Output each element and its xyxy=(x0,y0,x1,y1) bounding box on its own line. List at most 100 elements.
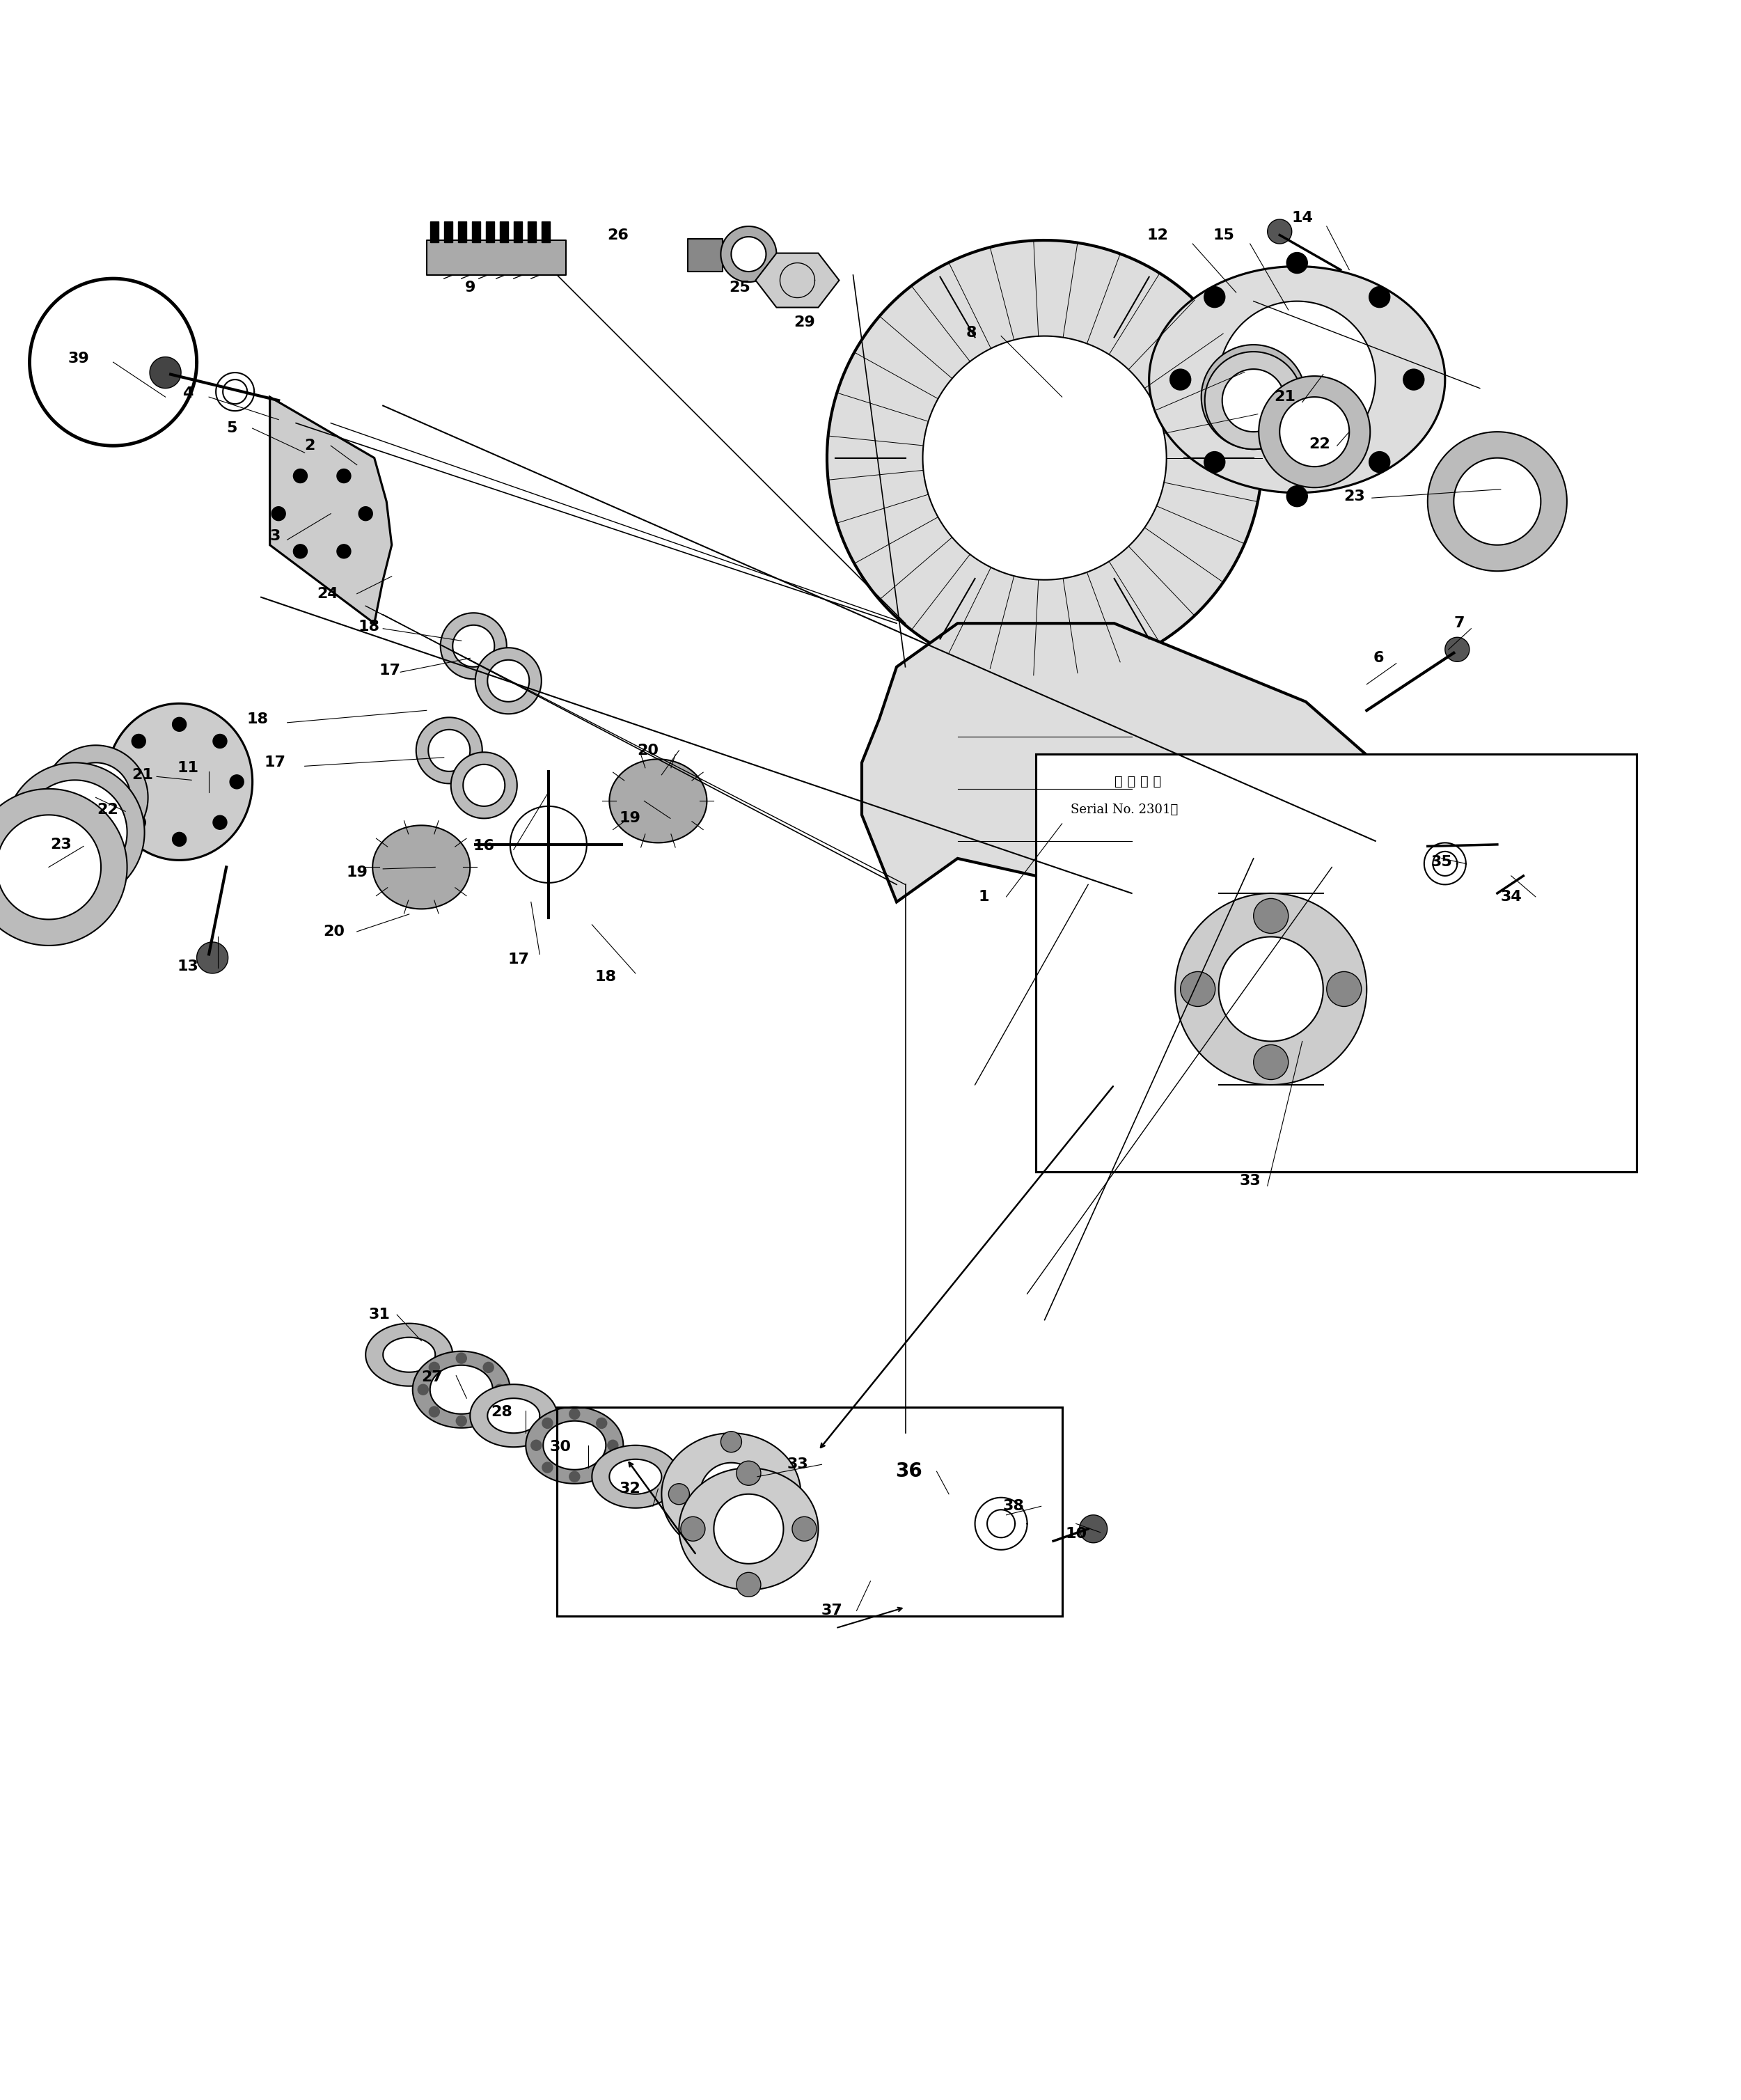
Text: Serial No. 2301～: Serial No. 2301～ xyxy=(1071,804,1179,817)
Polygon shape xyxy=(679,1468,818,1590)
Polygon shape xyxy=(714,1493,783,1564)
Text: 3: 3 xyxy=(270,529,280,544)
Text: 10: 10 xyxy=(1065,1527,1086,1541)
Circle shape xyxy=(428,1363,439,1373)
Polygon shape xyxy=(756,254,839,307)
Polygon shape xyxy=(609,760,707,842)
Polygon shape xyxy=(1428,433,1567,571)
Circle shape xyxy=(115,775,129,790)
Bar xyxy=(528,220,536,242)
Circle shape xyxy=(172,832,186,846)
Text: 23: 23 xyxy=(1344,489,1365,504)
Polygon shape xyxy=(366,1323,453,1386)
Polygon shape xyxy=(0,815,101,920)
Polygon shape xyxy=(923,336,1166,580)
Text: 33: 33 xyxy=(787,1457,808,1472)
Bar xyxy=(541,220,550,242)
Polygon shape xyxy=(1222,370,1285,433)
Polygon shape xyxy=(453,626,494,668)
Text: 12: 12 xyxy=(1147,229,1168,241)
Circle shape xyxy=(292,468,308,483)
Polygon shape xyxy=(150,357,181,388)
Text: 5: 5 xyxy=(226,422,237,435)
Text: 17: 17 xyxy=(508,953,529,966)
Circle shape xyxy=(1368,451,1389,472)
Circle shape xyxy=(484,1363,494,1373)
Circle shape xyxy=(597,1462,608,1472)
Polygon shape xyxy=(700,1464,763,1525)
Polygon shape xyxy=(44,745,148,850)
Polygon shape xyxy=(383,1338,435,1371)
Circle shape xyxy=(1327,972,1361,1006)
Circle shape xyxy=(132,815,146,830)
Circle shape xyxy=(1180,972,1215,1006)
Circle shape xyxy=(608,1441,618,1451)
Polygon shape xyxy=(731,237,766,271)
Text: 33: 33 xyxy=(1240,1174,1260,1189)
Circle shape xyxy=(1254,899,1288,932)
Polygon shape xyxy=(721,227,776,281)
Circle shape xyxy=(681,1516,705,1541)
Text: 36: 36 xyxy=(895,1462,923,1481)
Text: 28: 28 xyxy=(491,1405,512,1420)
Text: 21: 21 xyxy=(132,769,153,781)
Polygon shape xyxy=(61,762,131,832)
Text: 20: 20 xyxy=(637,743,658,758)
Text: 1: 1 xyxy=(978,890,989,903)
Text: 29: 29 xyxy=(794,315,815,330)
Circle shape xyxy=(1254,1046,1288,1079)
Polygon shape xyxy=(106,704,252,861)
Circle shape xyxy=(773,1483,794,1504)
Bar xyxy=(557,1407,1062,1617)
Circle shape xyxy=(359,506,373,521)
Polygon shape xyxy=(5,762,145,903)
Circle shape xyxy=(1205,286,1226,307)
Circle shape xyxy=(792,1516,817,1541)
Polygon shape xyxy=(0,790,127,945)
Text: 16: 16 xyxy=(474,840,494,853)
Text: 32: 32 xyxy=(620,1483,641,1495)
Bar xyxy=(1036,754,1637,1172)
Text: 13: 13 xyxy=(178,960,198,974)
Text: 11: 11 xyxy=(178,760,198,775)
Polygon shape xyxy=(1259,376,1370,487)
Circle shape xyxy=(1287,252,1307,273)
Polygon shape xyxy=(373,825,470,909)
Polygon shape xyxy=(609,1460,662,1493)
Text: 30: 30 xyxy=(550,1441,571,1453)
Text: 26: 26 xyxy=(608,229,629,241)
Polygon shape xyxy=(463,764,505,806)
Text: 適 用 号 機: 適 用 号 機 xyxy=(1114,775,1161,788)
Circle shape xyxy=(292,544,306,559)
Text: 14: 14 xyxy=(1292,210,1313,225)
Text: 21: 21 xyxy=(1274,391,1295,403)
Bar xyxy=(472,220,481,242)
Bar xyxy=(430,220,439,242)
Polygon shape xyxy=(470,1384,557,1447)
Text: 20: 20 xyxy=(324,924,345,939)
Text: 18: 18 xyxy=(359,619,380,634)
Circle shape xyxy=(1368,286,1389,307)
Circle shape xyxy=(1403,370,1424,391)
Bar xyxy=(444,220,453,242)
Text: 7: 7 xyxy=(1454,617,1464,630)
Circle shape xyxy=(569,1409,580,1420)
Text: 39: 39 xyxy=(68,351,89,365)
Circle shape xyxy=(669,1483,689,1504)
Circle shape xyxy=(494,1384,505,1394)
Text: 9: 9 xyxy=(465,279,475,294)
Text: 23: 23 xyxy=(50,838,71,850)
Text: 38: 38 xyxy=(1003,1499,1024,1514)
Polygon shape xyxy=(440,613,507,678)
Text: 37: 37 xyxy=(822,1604,843,1617)
Text: 22: 22 xyxy=(97,802,118,817)
Polygon shape xyxy=(416,718,482,783)
Circle shape xyxy=(484,1407,494,1418)
Polygon shape xyxy=(270,397,392,624)
Bar xyxy=(500,220,508,242)
Polygon shape xyxy=(1149,267,1445,494)
Polygon shape xyxy=(428,729,470,771)
Polygon shape xyxy=(451,752,517,819)
Circle shape xyxy=(721,1432,742,1453)
Polygon shape xyxy=(1267,218,1292,244)
